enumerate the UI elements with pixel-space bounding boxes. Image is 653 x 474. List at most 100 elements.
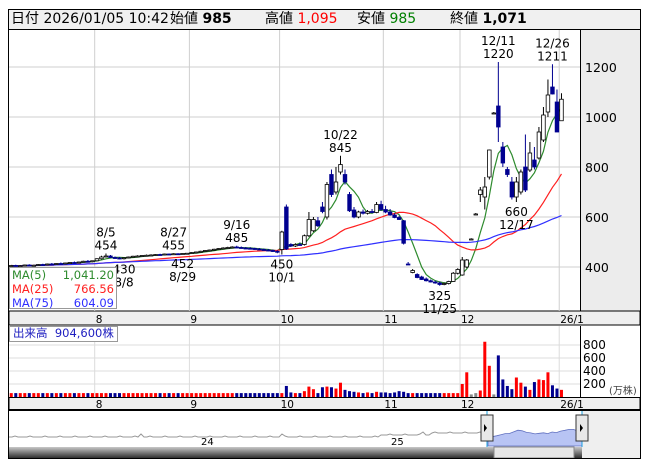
candle-body [139, 255, 145, 257]
volume-bar [113, 393, 117, 397]
candle-body [225, 247, 230, 249]
candle [198, 250, 203, 253]
volume-bar [230, 393, 234, 397]
navigator-left-handle[interactable] [480, 414, 494, 442]
annotation-value: 485 [225, 231, 248, 245]
candle-body [180, 253, 185, 255]
candle [302, 234, 307, 246]
volume-bar [559, 389, 563, 397]
candle-body [108, 255, 113, 258]
candle-body [536, 131, 542, 159]
candle [40, 263, 46, 266]
open-label: 始値 [170, 11, 198, 27]
navigator-right-handle[interactable] [575, 414, 589, 442]
candle [22, 264, 27, 267]
price-tick-label: 600 [585, 210, 609, 225]
volume-bar [27, 393, 31, 397]
volume-bar [316, 393, 320, 397]
month-axis-strip [8, 310, 641, 326]
candle [527, 142, 533, 172]
candle-body [432, 281, 438, 284]
candle [365, 210, 370, 215]
candle-body [257, 248, 262, 251]
candle [193, 251, 199, 254]
ma5-legend-row: MA(5) 1,041.20 [12, 268, 114, 282]
candle [554, 89, 560, 133]
volume-bar [86, 393, 90, 397]
volume-bar [352, 391, 356, 397]
volume-bar [456, 393, 460, 397]
volume-bar [262, 393, 266, 397]
volume-tick-label: 400 [583, 364, 606, 378]
candle [216, 248, 221, 250]
volume-bar [460, 384, 464, 397]
candle [432, 280, 438, 284]
candle [293, 243, 298, 247]
candle-body [275, 250, 280, 253]
candle [13, 264, 18, 267]
volume-bar [136, 393, 140, 397]
volume-legend: 出来高 904,600株 [9, 326, 118, 342]
candle-body [527, 152, 533, 171]
volume-bar [176, 393, 180, 397]
volume-bar [447, 393, 451, 397]
candle-body [356, 211, 361, 218]
candle-body [532, 159, 537, 168]
candle [144, 254, 149, 257]
candle [153, 254, 158, 256]
volume-bar [379, 392, 383, 397]
candle [487, 149, 492, 180]
candle [374, 202, 379, 214]
candle-body [284, 206, 289, 250]
volume-bar [131, 393, 135, 397]
navigator-selected-range [487, 428, 583, 447]
header-high: 高値 1,095 [265, 10, 338, 28]
annotation-date: 10/1 [268, 271, 295, 285]
candle [360, 209, 366, 215]
volume-month-strip [8, 397, 641, 410]
volume-value: 904,600株 [54, 326, 114, 340]
volume-bar [375, 391, 379, 397]
candle [207, 249, 212, 252]
candle [536, 127, 542, 160]
candle-body [76, 261, 82, 264]
candle-body [311, 219, 316, 232]
candle-body [252, 248, 257, 250]
candle-body [90, 260, 95, 263]
candle-body [153, 254, 158, 256]
candle-body [423, 278, 429, 282]
candle-body [184, 252, 190, 255]
candle-body [505, 169, 510, 175]
candle [401, 220, 406, 245]
candle-body [496, 105, 501, 128]
candle-body [419, 276, 424, 280]
candle-body [202, 250, 208, 252]
candle [18, 265, 23, 268]
candle-body [40, 264, 46, 266]
high-label: 高値 [265, 11, 293, 27]
candle [478, 187, 483, 202]
month-tick-label: 26/1 [560, 314, 584, 326]
annotation-date: 8/5 [96, 226, 115, 240]
candle-body [514, 181, 519, 198]
volume-bar [555, 388, 559, 397]
volume-bar [478, 390, 482, 397]
annotation-value: 450 [270, 258, 293, 272]
candle [297, 242, 303, 246]
scrollbar-track[interactable] [9, 447, 582, 458]
volume-bar [474, 393, 478, 397]
candle [505, 167, 510, 177]
scrollbar-thumb[interactable] [493, 446, 575, 459]
month-tick-label: 9 [190, 314, 197, 326]
candle-body [437, 282, 442, 285]
candle-body [293, 244, 298, 247]
volume-bar [388, 393, 392, 397]
candle-body [554, 101, 560, 133]
candle-body [212, 248, 217, 251]
month-tick-label: 8 [96, 314, 103, 326]
volume-bar [496, 355, 500, 397]
volume-bar [465, 372, 469, 397]
volume-bar [433, 393, 437, 397]
volume-bar [149, 393, 153, 397]
volume-bar [226, 393, 230, 397]
